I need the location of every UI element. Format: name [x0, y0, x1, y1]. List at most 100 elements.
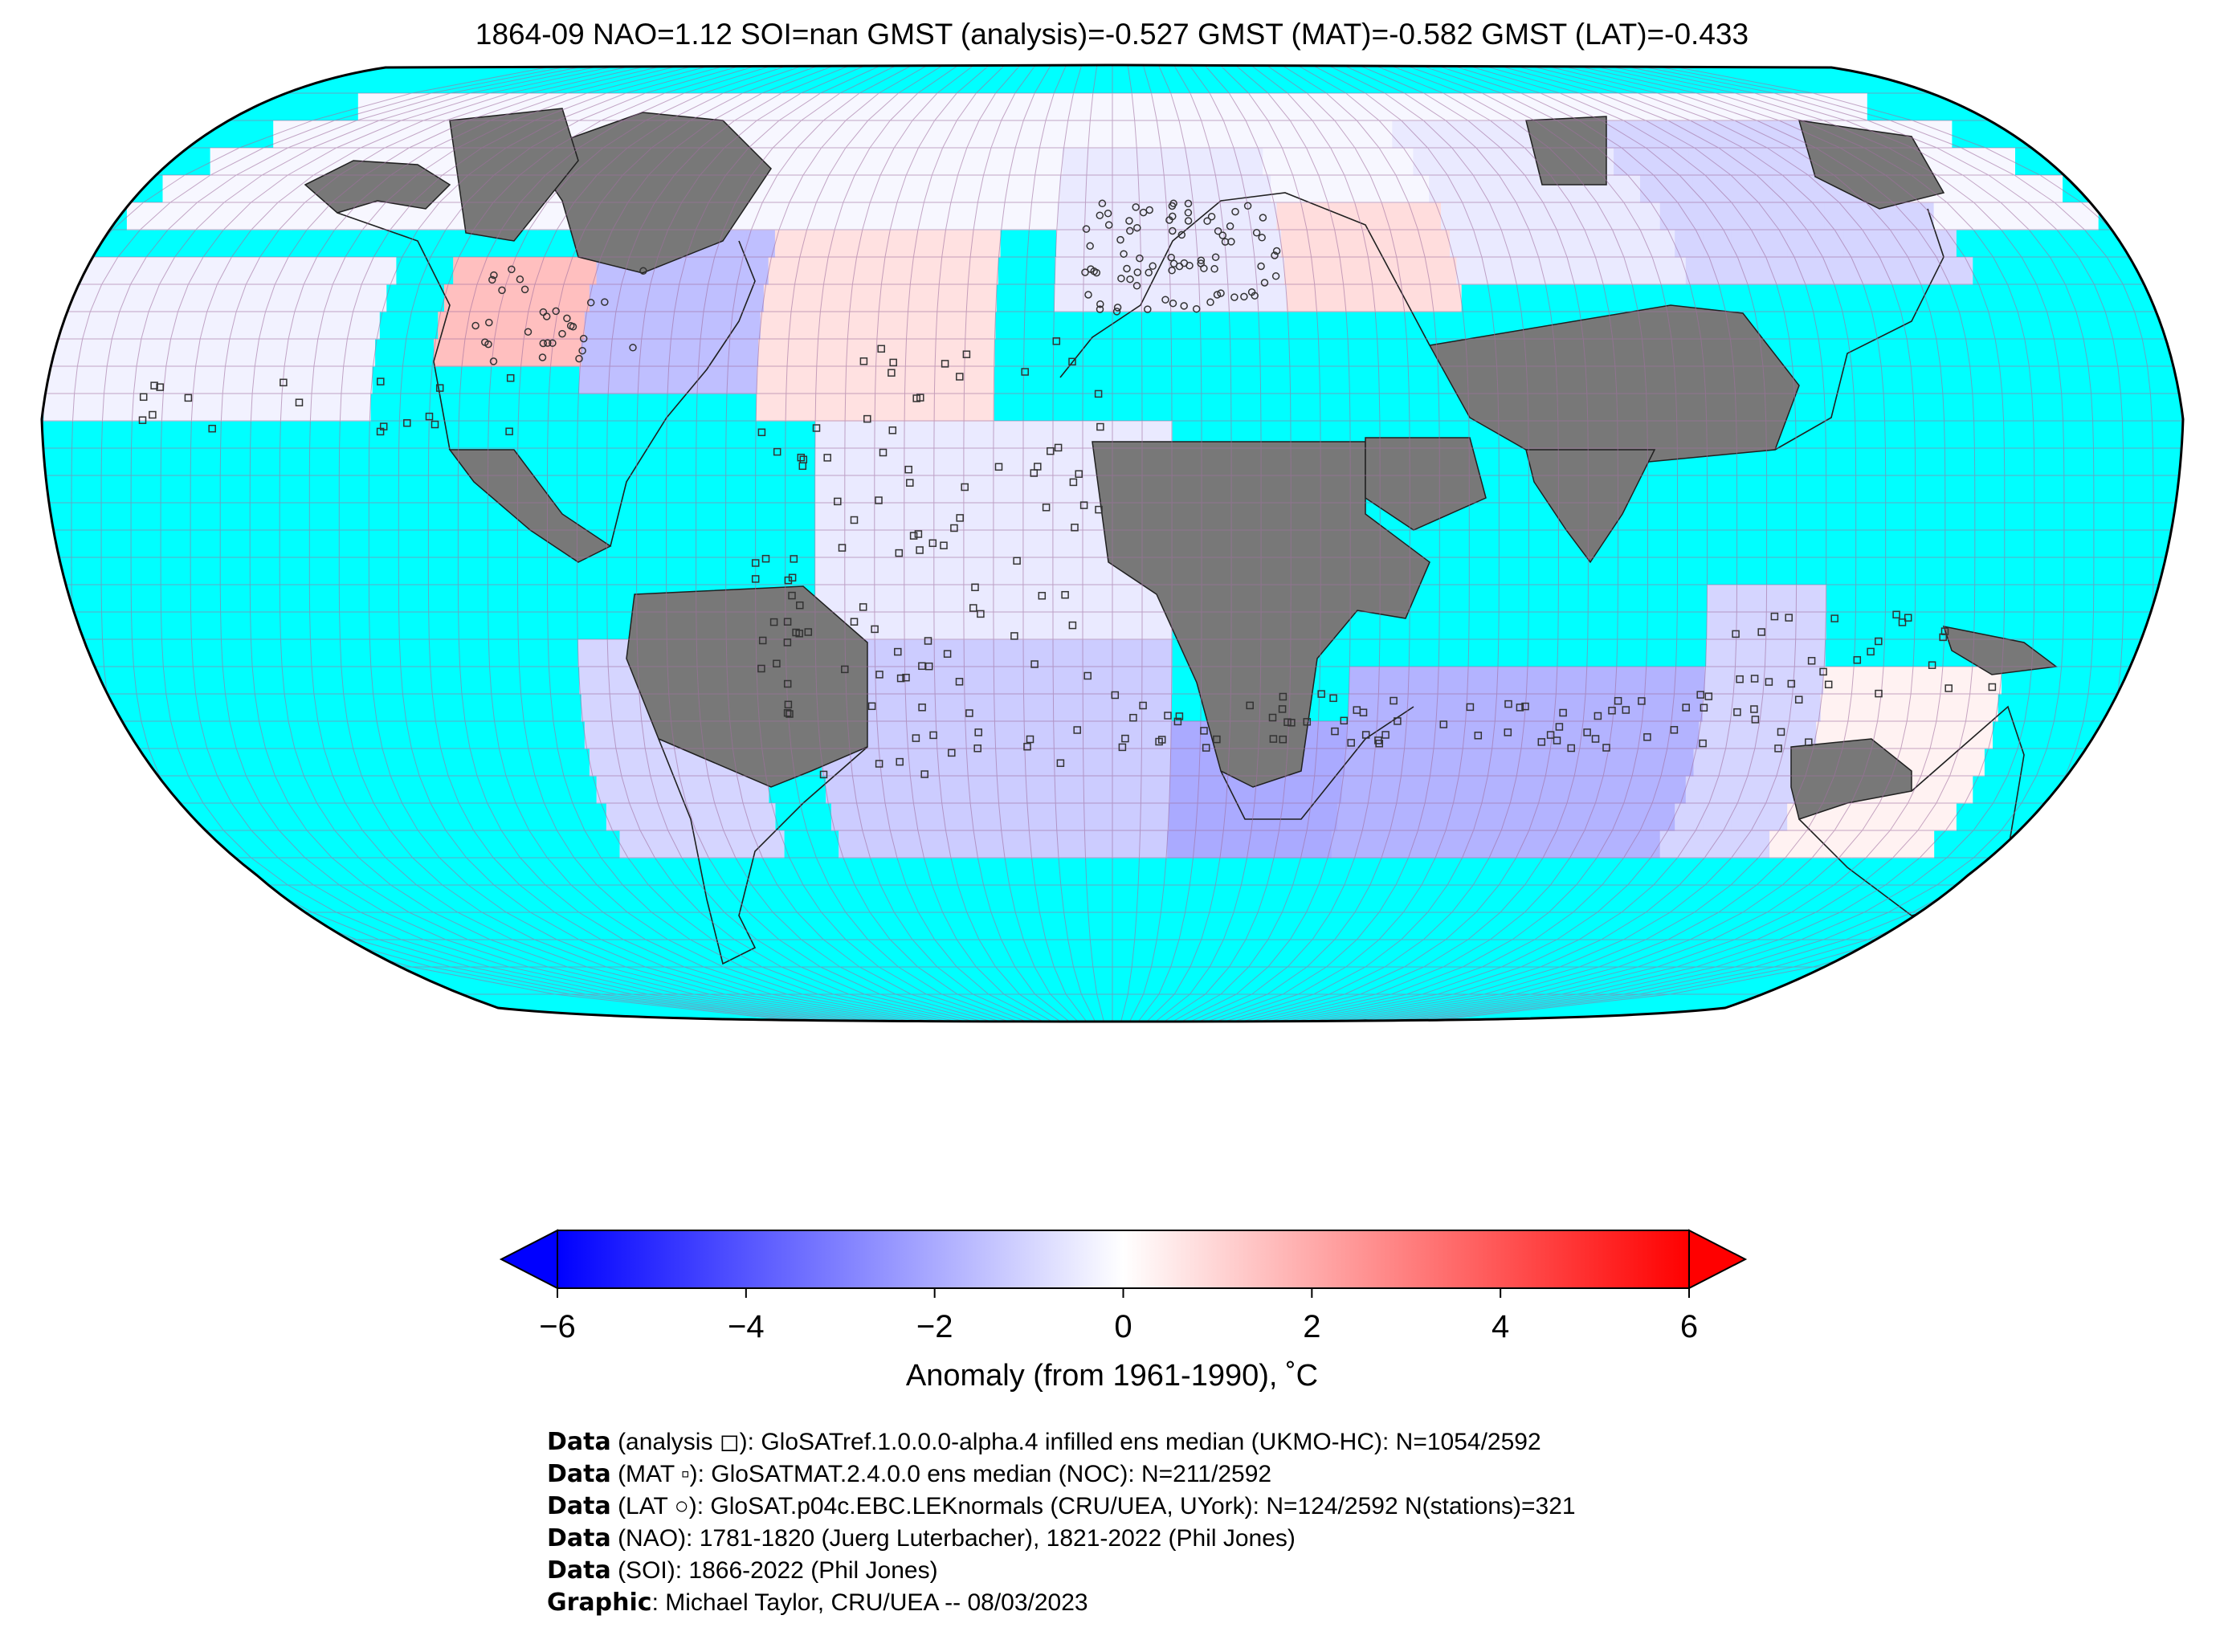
marine-obs-marker	[435, 384, 444, 392]
anomaly-cell	[866, 202, 894, 230]
land-station-marker	[1126, 226, 1134, 235]
anomaly-cell	[1699, 721, 1729, 749]
anomaly-cell	[1513, 257, 1543, 285]
anomaly-cell	[967, 284, 997, 312]
marine-obs-marker	[1700, 704, 1708, 712]
anomaly-cell	[640, 339, 671, 367]
marine-obs-marker	[1805, 738, 1813, 746]
anomaly-cell	[1657, 776, 1687, 804]
anomaly-cell	[969, 776, 998, 804]
land-station-marker	[586, 299, 595, 307]
colorbar-gradient	[557, 1230, 1690, 1289]
marine-obs-marker	[1807, 657, 1816, 665]
anomaly-cell	[1182, 120, 1206, 149]
anomaly-cell	[1765, 639, 1796, 667]
anomaly-cell	[1112, 748, 1142, 777]
marine-obs-marker	[1682, 704, 1690, 712]
anomaly-cell	[1478, 230, 1507, 258]
anomaly-cell	[1961, 202, 1989, 230]
land-station-marker	[1139, 208, 1148, 217]
land-mexico	[448, 449, 612, 563]
land-far-east	[1798, 120, 1945, 210]
marine-obs-marker	[1361, 731, 1370, 739]
anomaly-cell	[1824, 202, 1852, 230]
credit-key: Data	[547, 1556, 611, 1585]
anomaly-cell	[1222, 830, 1250, 859]
anomaly-cell	[1610, 721, 1641, 749]
anomaly-cell	[1212, 148, 1239, 176]
anomaly-cell	[1450, 230, 1479, 258]
grid-meridian	[606, 65, 966, 1022]
anomaly-cell	[589, 748, 619, 777]
anomaly-cell	[1510, 93, 1532, 121]
anomaly-cell	[938, 284, 968, 312]
anomaly-cell	[1706, 639, 1736, 667]
anomaly-cell	[1055, 776, 1084, 804]
anomaly-cell	[883, 257, 912, 285]
marine-obs-marker	[783, 708, 792, 717]
anomaly-cell	[940, 257, 970, 285]
anomaly-cell	[859, 803, 888, 831]
anomaly-cell	[876, 339, 907, 367]
anomaly-cell	[705, 284, 736, 312]
anomaly-cell	[1761, 694, 1792, 722]
anomaly-cell	[610, 339, 641, 367]
anomaly-cell	[1933, 721, 1964, 749]
anomaly-cell	[972, 230, 1001, 258]
anomaly-cell	[581, 694, 611, 722]
anomaly-cell	[1287, 148, 1314, 176]
anomaly-cell	[875, 175, 902, 203]
anomaly-cell	[413, 120, 437, 149]
anomaly-cell	[320, 120, 344, 149]
anomaly-cell	[210, 148, 236, 176]
anomaly-cell	[1057, 830, 1086, 859]
anomaly-cell	[1965, 148, 1990, 176]
land-station-marker	[539, 308, 548, 316]
anomaly-cell	[763, 284, 794, 312]
anomaly-cell	[697, 366, 728, 394]
anomaly-cell	[904, 448, 935, 476]
land-station-marker	[544, 339, 552, 347]
anomaly-cell	[1112, 585, 1143, 613]
anomaly-cell	[173, 312, 204, 340]
anomaly-cell	[1169, 803, 1198, 831]
anomaly-cell	[95, 284, 125, 312]
marine-obs-marker	[1269, 735, 1278, 743]
anomaly-cell	[522, 339, 553, 367]
marine-obs-marker	[1504, 700, 1512, 708]
anomaly-cell	[1276, 202, 1305, 230]
anomaly-cell	[1373, 748, 1404, 777]
anomaly-cell	[874, 503, 905, 531]
anomaly-cell	[879, 284, 910, 312]
anomaly-cell	[945, 93, 966, 121]
marine-obs-marker	[906, 479, 914, 487]
marine-obs-marker	[1075, 470, 1083, 478]
anomaly-cell	[1191, 175, 1218, 203]
anomaly-cell	[232, 312, 263, 340]
anomaly-cell	[1083, 639, 1113, 667]
anomaly-cell	[1023, 694, 1055, 722]
anomaly-cell	[1415, 120, 1439, 149]
anomaly-cell	[1086, 175, 1113, 203]
anomaly-cell	[814, 557, 846, 585]
anomaly-cell	[1142, 639, 1173, 667]
anomaly-cell	[1542, 257, 1572, 285]
marine-obs-marker	[295, 398, 304, 406]
marine-obs-marker	[1073, 726, 1081, 734]
marine-obs-marker	[1504, 728, 1512, 736]
marine-obs-marker	[916, 394, 924, 402]
grid-meridian	[308, 65, 880, 1022]
anomaly-cell	[786, 394, 816, 422]
anomaly-cell	[1957, 175, 1984, 203]
land-station-marker	[1125, 217, 1133, 225]
marine-obs-marker	[894, 647, 902, 656]
marine-obs-marker	[1622, 706, 1630, 714]
anomaly-cell	[1052, 475, 1083, 504]
anomaly-cell	[1431, 284, 1462, 312]
marine-obs-marker	[1083, 671, 1092, 680]
grid-meridian	[874, 65, 1044, 1022]
anomaly-cell	[1140, 202, 1168, 230]
anomaly-cell	[901, 175, 928, 203]
anomaly-cell	[920, 830, 949, 859]
marine-obs-marker	[1213, 735, 1221, 744]
